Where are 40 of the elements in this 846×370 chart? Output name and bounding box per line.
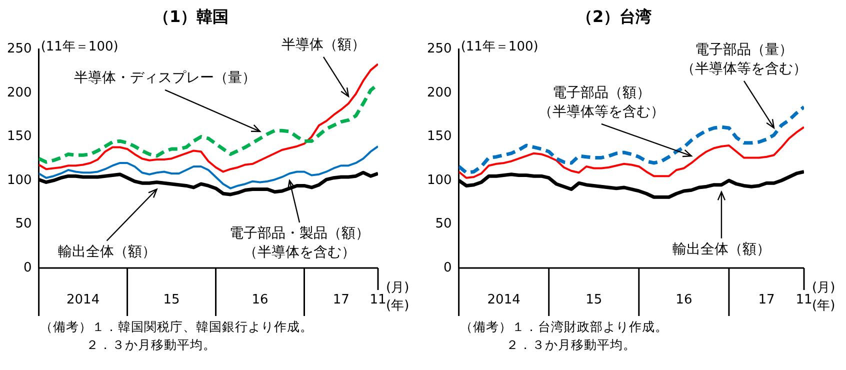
annotation: 半導体（額）: [282, 37, 366, 54]
annotation: 半導体・ディスプレー（量）: [74, 70, 256, 86]
x-tick-label: 15: [163, 292, 180, 308]
x-tick-label: 15: [586, 292, 602, 308]
x-tick-label: 16: [676, 292, 692, 308]
text: （備考）１．台湾財政部より作成。: [460, 318, 669, 336]
y-axis-title: (11年＝100): [460, 40, 538, 55]
x-tick-label: 2014: [66, 292, 100, 308]
chart-title: （2）台湾: [576, 6, 652, 26]
annotation: 電子部品（量）（半導体等を含む）: [680, 42, 807, 78]
y-tick-label: 200: [6, 85, 32, 100]
x-tick-label: 2014: [487, 292, 520, 308]
annotation: 電子部品・製品（額）（半導体を含む）: [230, 226, 370, 261]
y-axis-title: (11年＝100): [40, 40, 118, 55]
y-tick-label: 200: [426, 85, 452, 100]
chart-title: （1）韓国: [153, 6, 229, 26]
x-tick-label: 17: [758, 292, 775, 308]
y-tick-label: 250: [426, 42, 452, 57]
y-tick-label: 0: [444, 260, 452, 276]
x-tick-label: 16: [252, 292, 268, 308]
x-tick-label: 11: [796, 292, 812, 308]
y-tick-label: 50: [435, 216, 452, 232]
annotation: 輸出全体（額）: [58, 244, 156, 260]
y-tick-label: 100: [6, 172, 32, 188]
y-tick-label: 50: [15, 216, 32, 232]
text: （備考）１．韓国関税庁、韓国銀行より作成。: [40, 318, 314, 336]
x-tick-label: 17: [332, 292, 350, 308]
text: ２．３か月移動平均。: [505, 336, 637, 354]
annotation: 輸出全体（額）: [672, 241, 770, 258]
x-tick-label: 11: [370, 292, 386, 308]
y-tick-label: 100: [426, 172, 452, 188]
x-axis-title: (月) (年): [386, 280, 410, 314]
line-series: [458, 105, 804, 174]
y-tick-label: 150: [6, 129, 32, 144]
y-tick-label: 0: [24, 260, 32, 276]
y-tick-label: 150: [426, 129, 452, 144]
annotation: 電子部品（額）（半導体等を含む）: [538, 85, 664, 120]
y-tick-label: 250: [6, 42, 32, 57]
text: ２．３か月移動平均。: [85, 336, 217, 354]
x-axis-title: (月) (年): [812, 280, 836, 314]
